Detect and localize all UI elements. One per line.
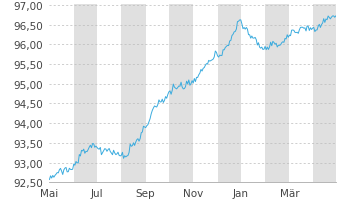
- Bar: [121, 5, 146, 182]
- Bar: [218, 5, 241, 182]
- Bar: [169, 5, 193, 182]
- Bar: [74, 5, 97, 182]
- Bar: [313, 5, 337, 182]
- Bar: [265, 5, 290, 182]
